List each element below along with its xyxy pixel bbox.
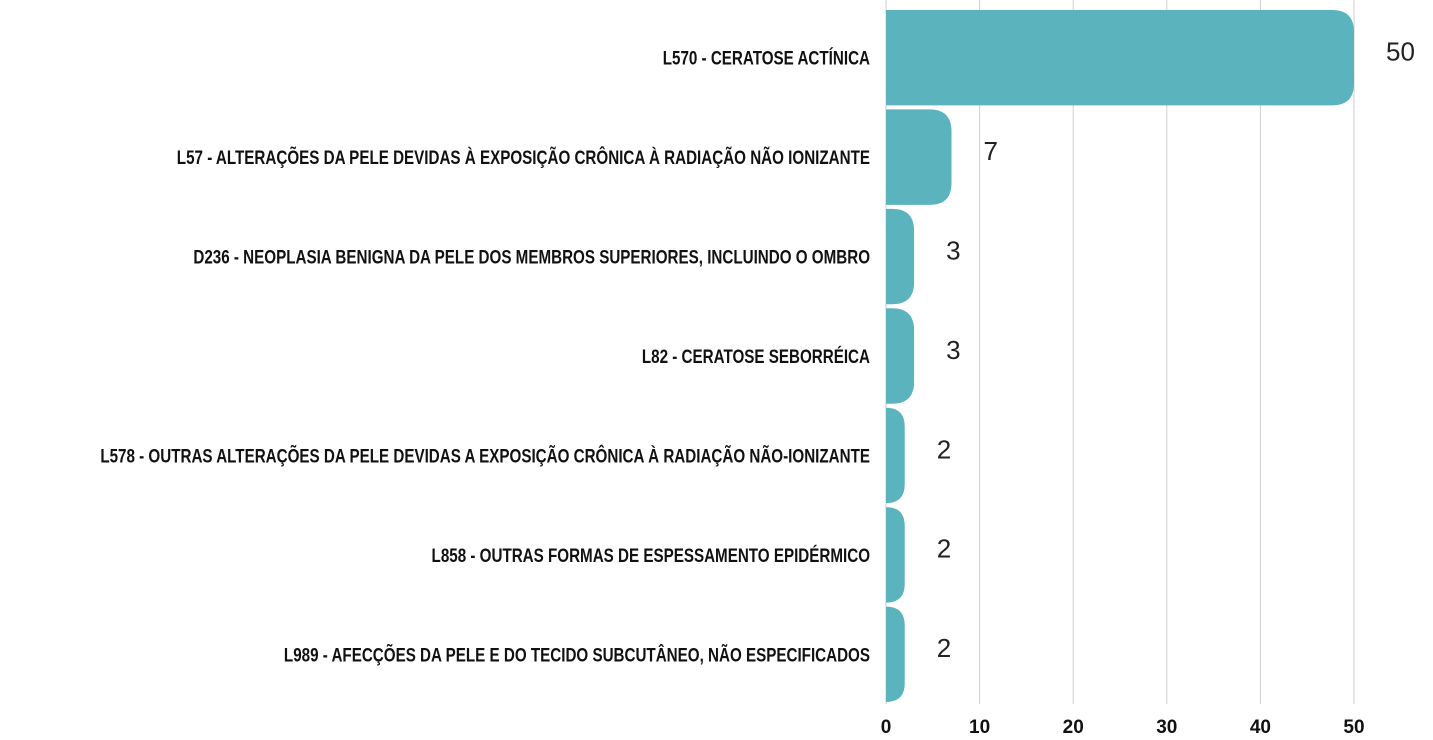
bar (886, 606, 905, 702)
value-label: 2 (937, 534, 951, 564)
bar (886, 407, 905, 504)
bar (886, 208, 915, 305)
value-label: 2 (937, 434, 951, 464)
x-tick-label: 20 (1063, 717, 1084, 738)
y-tick-label: L578 - OUTRAS ALTERAÇÕES DA PELE DEVIDAS… (100, 445, 870, 467)
value-label: 3 (946, 335, 960, 365)
y-tick-label: L82 - CERATOSE SEBORRÉICA (642, 345, 870, 367)
value-label: 50 (1386, 37, 1415, 67)
x-tick-label: 40 (1250, 717, 1271, 738)
bar (886, 109, 952, 205)
y-tick-label: D236 - NEOPLASIA BENIGNA DA PELE DOS MEM… (193, 246, 870, 268)
x-tick-label: 0 (881, 717, 892, 738)
x-tick-label: 30 (1156, 717, 1177, 738)
y-tick-label: L858 - OUTRAS FORMAS DE ESPESSAMENTO EPI… (432, 544, 870, 566)
value-label: 2 (937, 633, 951, 663)
y-tick-label: L570 - CERATOSE ACTÍNICA (663, 47, 870, 69)
bar (886, 507, 905, 603)
bar (886, 10, 1354, 106)
bar (886, 308, 915, 404)
y-tick-label: L989 - AFECÇÕES DA PELE E DO TECIDO SUBC… (284, 644, 870, 666)
x-tick-label: 50 (1343, 717, 1364, 738)
x-tick-label: 10 (969, 717, 990, 738)
value-label: 7 (984, 136, 998, 166)
y-tick-label: L57 - ALTERAÇÕES DA PELE DEVIDAS À EXPOS… (177, 146, 870, 168)
value-label: 3 (946, 235, 960, 265)
